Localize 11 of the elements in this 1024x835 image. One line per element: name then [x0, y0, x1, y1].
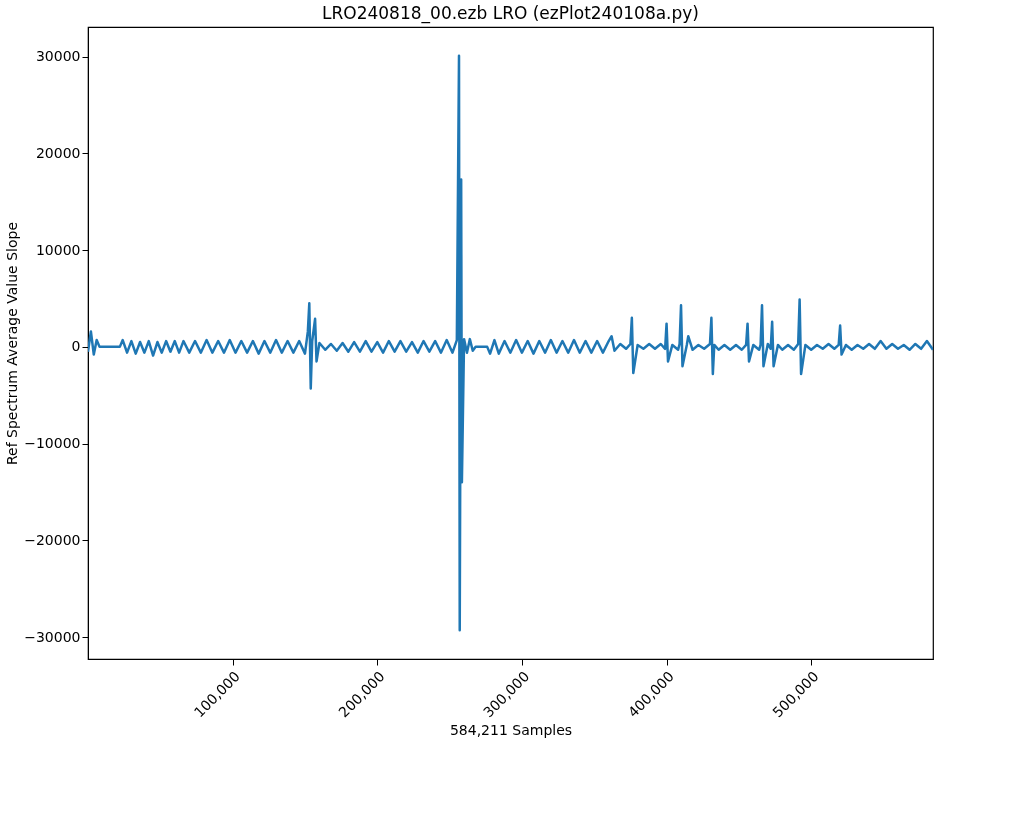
y-axis-title: Ref Spectrum Average Value Slope: [4, 221, 21, 466]
y-tick-label: −20000: [24, 531, 81, 548]
y-tick-label: 10000: [35, 241, 81, 258]
line-series: [88, 54, 933, 632]
x-axis-title: 584,211 Samples: [449, 722, 573, 739]
y-tick-label: 0: [71, 338, 81, 355]
chart-title: LRO240818_00.ezb LRO (ezPlot240108a.py): [322, 3, 699, 24]
y-tick-label: 30000: [35, 48, 81, 65]
y-tick-label: −30000: [24, 628, 81, 645]
y-tick-label: 20000: [35, 144, 81, 161]
y-tick-label: −10000: [24, 435, 81, 452]
